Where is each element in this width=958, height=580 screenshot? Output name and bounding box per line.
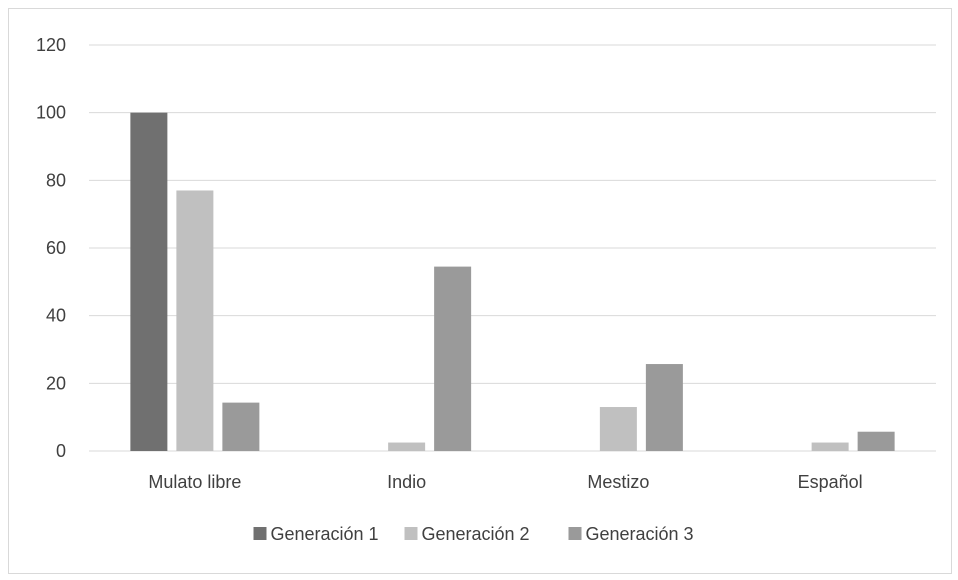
bars — [130, 112, 895, 452]
y-axis-ticks: 0 20 40 60 80 100 120 — [36, 35, 66, 461]
bar — [130, 112, 168, 452]
y-tick-label: 20 — [46, 373, 66, 393]
legend-swatch — [404, 527, 418, 540]
x-tick-label: Mulato libre — [148, 472, 241, 492]
bar — [857, 431, 895, 451]
legend: Generación 1 Generación 2 Generación 3 — [253, 524, 694, 544]
bar — [388, 442, 426, 451]
y-tick-label: 100 — [36, 103, 66, 123]
bar — [599, 407, 637, 451]
x-axis-ticks: Mulato libre Indio Mestizo Español — [148, 472, 862, 492]
bar — [176, 190, 214, 451]
legend-swatch — [568, 527, 582, 540]
legend-label: Generación 1 — [271, 524, 379, 544]
bar — [222, 402, 260, 451]
y-tick-label: 60 — [46, 238, 66, 258]
x-tick-label: Indio — [387, 472, 426, 492]
bar — [645, 364, 683, 451]
y-tick-label: 0 — [56, 441, 66, 461]
y-tick-label: 40 — [46, 306, 66, 326]
legend-label: Generación 2 — [422, 524, 530, 544]
legend-label: Generación 3 — [586, 524, 694, 544]
chart-container: 0 20 40 60 80 100 120 Mulato libre Indio Mestizo… — [8, 8, 952, 574]
x-tick-label: Español — [798, 472, 863, 492]
y-tick-label: 80 — [46, 170, 66, 190]
legend-swatch — [253, 527, 267, 540]
bar-chart: 0 20 40 60 80 100 120 Mulato libre Indio Mestizo… — [36, 35, 936, 544]
x-tick-label: Mestizo — [587, 472, 649, 492]
bar — [434, 266, 472, 451]
gridlines — [89, 44, 936, 452]
bar — [811, 442, 849, 451]
y-tick-label: 120 — [36, 35, 66, 55]
